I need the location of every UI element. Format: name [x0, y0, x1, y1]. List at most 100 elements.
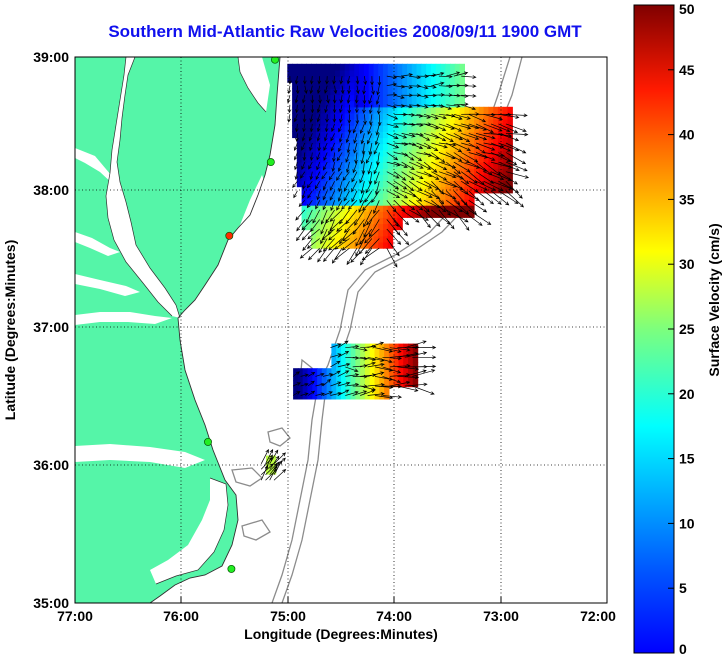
velocity-cell — [355, 355, 361, 363]
velocity-cell — [402, 70, 408, 77]
velocity-cell — [383, 94, 389, 102]
velocity-cell — [383, 217, 389, 225]
velocity-vector — [334, 238, 350, 250]
velocity-cell — [454, 156, 461, 163]
velocity-cell — [354, 186, 360, 194]
velocity-cell — [445, 192, 451, 200]
y-tick-label: 37:00 — [33, 319, 69, 335]
velocity-cell — [330, 149, 336, 157]
velocity-cell — [459, 168, 465, 175]
velocity-vector — [352, 219, 365, 235]
velocity-cell — [311, 199, 317, 206]
velocity-vector — [361, 247, 380, 261]
velocity-cell — [397, 199, 403, 206]
velocity-cell — [293, 380, 299, 388]
velocity-cell — [388, 355, 395, 363]
velocity-vector — [315, 372, 325, 377]
velocity-cell — [402, 94, 408, 102]
velocity-cell — [344, 223, 351, 231]
velocity-vector — [446, 133, 464, 141]
velocity-cell — [459, 63, 465, 71]
velocity-cell — [445, 156, 451, 163]
velocity-cell — [330, 186, 336, 194]
velocity-cell — [369, 349, 376, 357]
velocity-vector — [341, 238, 358, 251]
velocity-cell — [306, 100, 312, 108]
velocity-cell — [317, 392, 323, 400]
velocity-cell — [302, 386, 309, 394]
velocity-cell — [416, 168, 422, 175]
velocity-cell — [339, 186, 346, 194]
velocity-cell — [296, 119, 303, 126]
velocity-cell — [384, 362, 390, 369]
velocity-cell — [335, 125, 341, 132]
velocity-vector — [341, 200, 350, 210]
velocity-vector — [330, 142, 335, 152]
velocity-vector — [315, 200, 321, 210]
velocity-cell — [384, 343, 390, 351]
velocity-cell — [373, 235, 379, 243]
velocity-cell — [497, 137, 504, 145]
velocity-cell — [502, 180, 509, 188]
velocity-cell — [336, 362, 342, 369]
velocity-cell — [339, 143, 346, 151]
velocity-vector — [505, 190, 525, 208]
velocity-vector — [273, 468, 287, 481]
velocity-cell — [325, 131, 331, 139]
velocity-cell — [387, 235, 394, 243]
velocity-cell — [354, 125, 360, 132]
velocity-vector — [367, 392, 385, 396]
velocity-cell — [316, 63, 322, 71]
velocity-cell — [450, 168, 456, 175]
velocity-cell — [339, 63, 346, 71]
velocity-vector — [498, 190, 519, 204]
velocity-cell — [311, 174, 317, 182]
velocity-vector — [373, 161, 380, 175]
velocity-vector — [438, 200, 451, 216]
velocity-cell — [316, 76, 322, 83]
x-axis-ticks — [74, 597, 608, 603]
velocity-cell — [383, 180, 389, 188]
velocity-vector — [393, 228, 410, 246]
velocity-cell — [330, 113, 336, 120]
velocity-vector — [309, 152, 314, 161]
velocity-cell — [359, 125, 365, 132]
velocity-cell — [297, 386, 304, 394]
velocity-cell — [407, 186, 413, 194]
velocity-cell — [363, 113, 370, 120]
velocity-cell — [435, 88, 442, 96]
velocity-cell — [397, 168, 403, 175]
velocity-vector — [309, 76, 314, 85]
velocity-cell — [502, 168, 509, 175]
velocity-cell — [407, 119, 413, 126]
velocity-cell — [325, 180, 331, 188]
velocity-cell — [368, 211, 375, 218]
velocity-cell — [325, 192, 331, 200]
velocity-vector — [461, 75, 477, 79]
velocity-vector — [438, 123, 455, 130]
velocity-cell — [296, 113, 303, 120]
velocity-vector — [498, 161, 520, 171]
velocity-vector — [505, 180, 523, 199]
velocity-cell — [502, 119, 509, 126]
velocity-cell — [369, 380, 376, 388]
velocity-cell — [349, 217, 355, 225]
velocity-vector — [356, 85, 360, 95]
velocity-cell — [402, 76, 408, 83]
velocity-vector — [355, 76, 360, 85]
velocity-cell — [306, 82, 312, 89]
velocity-cell — [378, 168, 384, 175]
velocity-vector — [367, 382, 385, 387]
velocity-vector — [416, 94, 429, 99]
velocity-vector — [359, 171, 365, 184]
velocity-cell — [330, 137, 336, 145]
velocity-cell — [402, 100, 408, 108]
velocity-cell — [354, 192, 360, 200]
velocity-cell — [341, 386, 347, 394]
velocity-vector — [324, 133, 328, 142]
velocity-cell — [459, 137, 465, 145]
velocity-cell — [317, 386, 323, 394]
velocity-cell — [368, 186, 375, 194]
velocity-cell — [331, 380, 337, 388]
velocity-cell — [339, 242, 346, 249]
